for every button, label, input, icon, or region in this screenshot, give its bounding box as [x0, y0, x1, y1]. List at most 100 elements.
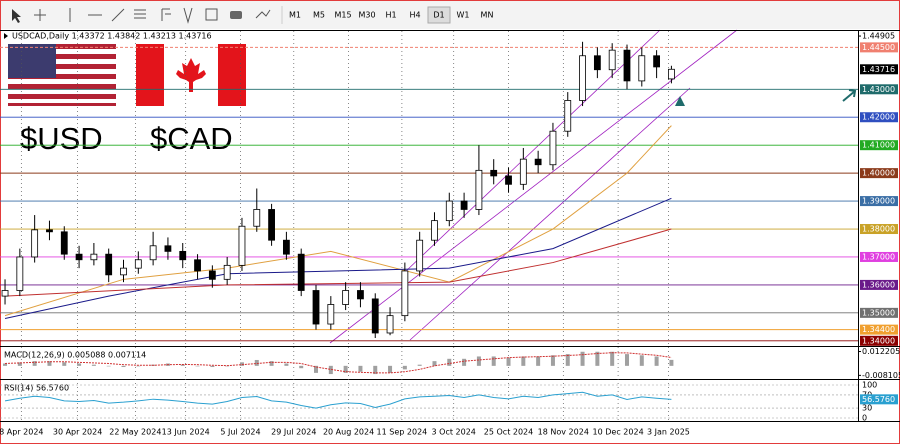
- macd-bar: [180, 364, 185, 366]
- macd-bar: [536, 356, 541, 366]
- candle-body: [653, 55, 661, 68]
- y-tick-label: 100: [862, 381, 877, 390]
- macd-bar: [595, 351, 600, 366]
- text-icon[interactable]: [183, 7, 193, 24]
- x-tick-label: 22 May 2024: [109, 428, 161, 437]
- crosshair-icon[interactable]: [34, 9, 46, 21]
- macd-bar: [47, 361, 52, 366]
- level-label-box: [860, 112, 898, 123]
- candle-body: [16, 256, 24, 291]
- level-label-box: [860, 224, 898, 235]
- us-stripes: [8, 44, 116, 106]
- timeframe-button[interactable]: M5: [313, 11, 325, 20]
- timeframe-button[interactable]: M1: [289, 11, 301, 20]
- macd-bar: [284, 363, 289, 366]
- arrows-icon[interactable]: [255, 9, 271, 19]
- macd-bar: [91, 364, 96, 366]
- level-label: 1.34400: [862, 325, 895, 334]
- candle-body: [357, 290, 364, 300]
- macd-bar: [432, 361, 437, 366]
- timeframe-button[interactable]: M15: [334, 11, 351, 20]
- fib-icon[interactable]: [161, 8, 171, 21]
- candle-body: [179, 250, 187, 261]
- chart-title: USDCAD,Daily 1.43372 1.43842 1.43213 1.4…: [12, 32, 212, 41]
- candle-body: [105, 253, 113, 276]
- panel-frame: [0, 30, 900, 422]
- candle-body: [238, 225, 246, 266]
- timeframe-button[interactable]: H4: [409, 11, 420, 20]
- title-marker: [4, 33, 8, 39]
- candle-body: [445, 200, 453, 222]
- timeframe-button[interactable]: M30: [358, 11, 375, 20]
- x-tick-label: 25 Oct 2024: [484, 428, 533, 437]
- candle-body: [534, 158, 542, 166]
- candle-body: [371, 298, 379, 334]
- macd-bar: [402, 365, 407, 370]
- channel-icon[interactable]: [134, 9, 146, 19]
- x-tick-label: 5 Jul 2024: [220, 428, 260, 437]
- y-tick-label: 1.44905: [862, 32, 895, 41]
- channel-line: [404, 29, 661, 273]
- x-tick-label: 18 Nov 2024: [538, 428, 589, 437]
- label-icon[interactable]: [205, 8, 218, 21]
- candle-body: [549, 130, 557, 166]
- level-label: 1.40000: [862, 169, 895, 178]
- candle-body: [46, 229, 53, 233]
- candle-body: [608, 49, 616, 71]
- candle-body: [490, 169, 498, 177]
- candle-body: [416, 239, 424, 272]
- level-label-box: [860, 251, 898, 262]
- macd-bar: [136, 365, 141, 367]
- macd-bar: [580, 351, 585, 366]
- candle-body: [638, 55, 646, 82]
- cursor-icon[interactable]: [12, 9, 21, 23]
- level-label: 1.34000: [862, 336, 895, 345]
- timeframe-button[interactable]: W1: [457, 11, 470, 20]
- macd-bar: [506, 357, 511, 366]
- candle-body: [386, 315, 394, 334]
- cad-label: $CAD: [150, 121, 233, 156]
- trendline-icon[interactable]: [111, 8, 125, 22]
- panel-title: RSI(14) 56.5760: [4, 384, 69, 393]
- macd-bar: [417, 364, 422, 366]
- price-arrow: [842, 89, 857, 102]
- macd-bar: [654, 356, 659, 366]
- macd-bar: [195, 365, 200, 367]
- x-tick-label: 13 Jun 2024: [162, 428, 210, 437]
- x-tick-label: 10 Dec 2024: [593, 428, 644, 437]
- candle-body: [431, 220, 438, 241]
- candle-body: [90, 253, 98, 261]
- candle-body: [75, 253, 83, 261]
- macd-bar: [254, 359, 259, 366]
- macd-bar: [624, 354, 629, 366]
- usd-label: $USD: [20, 121, 103, 156]
- y-tick-label: 0.012205: [862, 347, 900, 356]
- macd-bar: [17, 362, 22, 366]
- current-price: 1.43716: [862, 65, 895, 74]
- candle-body: [253, 209, 261, 227]
- y-tick-label: 0: [862, 414, 867, 423]
- candle-body: [134, 259, 142, 269]
- timeframe-button[interactable]: D1: [433, 11, 444, 20]
- timeframe-button[interactable]: H1: [385, 11, 396, 20]
- level-label-box: [860, 42, 898, 53]
- candle-body: [579, 55, 586, 101]
- macd-bar: [106, 365, 111, 367]
- macd-bar: [491, 356, 496, 366]
- x-tick-label: 30 Apr 2024: [53, 428, 102, 437]
- macd-bar: [299, 365, 304, 369]
- level-label-box: [860, 140, 898, 151]
- level-label: 1.37000: [862, 252, 895, 261]
- candle-body: [31, 229, 39, 258]
- macd-bar: [343, 365, 348, 373]
- macd-bar: [62, 362, 67, 366]
- level-label: 1.44500: [862, 43, 895, 52]
- candle-body: [1, 290, 9, 297]
- timeframe-button[interactable]: MN: [481, 11, 494, 20]
- candle-body: [223, 264, 231, 280]
- candle-body: [194, 259, 201, 272]
- macd-bar: [77, 363, 82, 366]
- shape-icon[interactable]: [230, 11, 242, 19]
- x-tick-label: 20 Aug 2024: [323, 428, 374, 437]
